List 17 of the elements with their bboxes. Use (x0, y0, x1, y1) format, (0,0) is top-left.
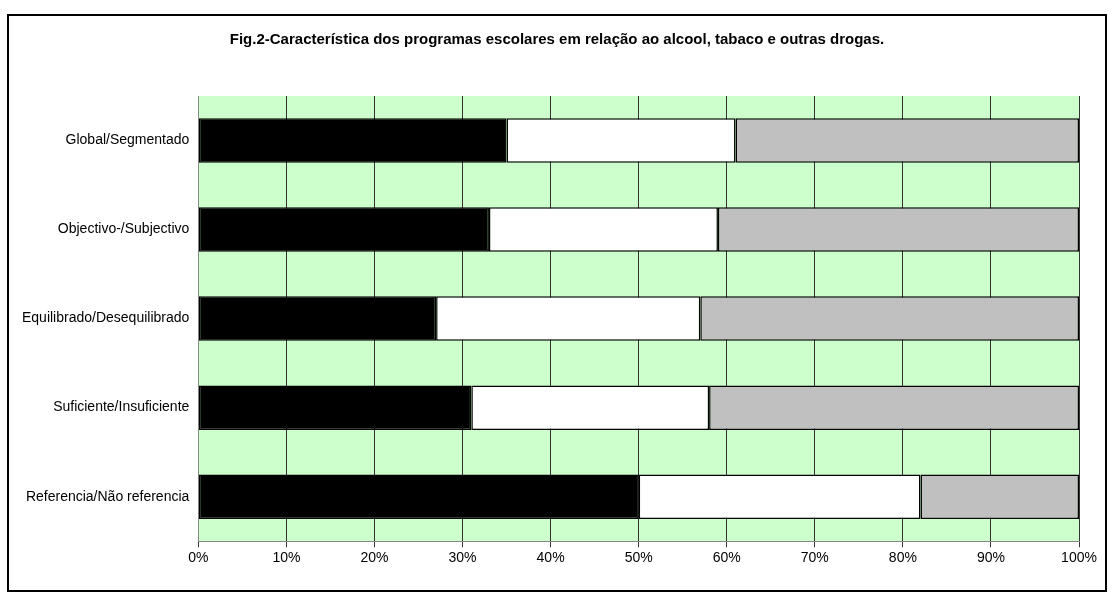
x-tick-label: 70% (800, 549, 829, 566)
y-tick-label: Objectivo-/Subjectivo (57, 220, 190, 237)
y-tick-label: Suficiente/Insuficiente (53, 398, 190, 415)
x-tick-label: 40% (536, 549, 565, 566)
x-tick-label: 20% (360, 549, 389, 566)
x-tick-label: 10% (272, 549, 301, 566)
x-tick-label: 60% (712, 549, 741, 566)
x-tick-label: 50% (624, 549, 653, 566)
x-tick-label: 100% (1061, 549, 1097, 566)
x-tick-label: 0% (188, 549, 209, 566)
chart-title: Fig.2-Característica dos programas escolares em relação ao alcool, tabaco e outras drogas. (228, 30, 886, 47)
y-tick-label: Equilibrado/Desequilibrado (21, 309, 190, 326)
x-tick-label: 80% (888, 549, 917, 566)
y-tick-label: Referencia/Não referencia (25, 487, 190, 504)
x-tick-label: 90% (976, 549, 1005, 566)
y-tick-label: Global/Segmentado (65, 131, 190, 148)
x-tick-label: 30% (448, 549, 477, 566)
